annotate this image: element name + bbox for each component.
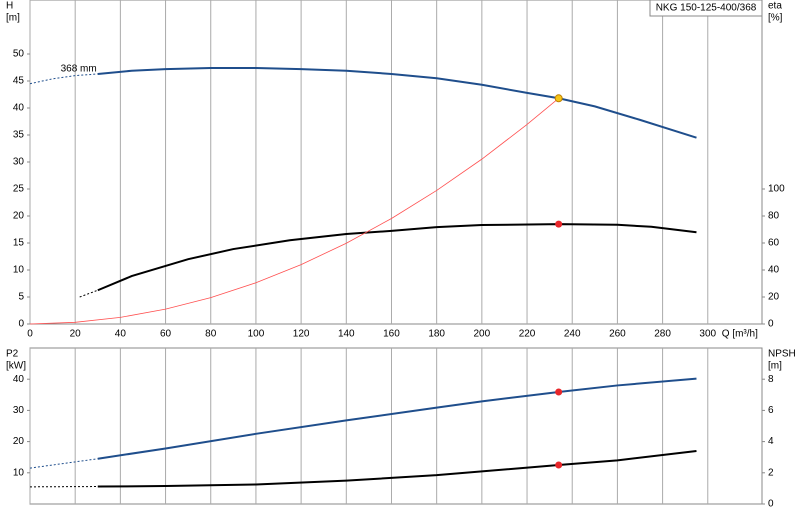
y2-axis-label: eta	[768, 1, 782, 12]
y-tick-label: 30	[13, 405, 25, 416]
x-tick-label: 300	[699, 329, 716, 340]
x-tick-label: 140	[338, 329, 355, 340]
y-tick-label: 25	[13, 184, 25, 195]
y-tick-label: 45	[13, 76, 25, 87]
x-tick-label: 100	[248, 329, 265, 340]
curve-annotation: 368 mm	[61, 63, 97, 74]
y2-tick-label: 20	[768, 292, 780, 303]
y2-tick-label: 40	[768, 265, 780, 276]
x-tick-label: 120	[293, 329, 310, 340]
plot-area	[29, 347, 763, 505]
y2-tick-label: 0	[768, 319, 774, 330]
chart-title: NKG 150-125-400/368	[656, 3, 757, 14]
y-tick-label: 10	[13, 265, 25, 276]
x-tick-label: 40	[115, 329, 127, 340]
curve	[97, 377, 697, 460]
x-tick-label: 80	[205, 329, 217, 340]
curve	[29, 458, 98, 469]
y-tick-label: 15	[13, 238, 25, 249]
y2-axis-label: NPSH	[768, 349, 796, 360]
curve	[97, 449, 697, 488]
curve	[97, 223, 697, 292]
y-axis-label: P2	[6, 349, 19, 360]
operating-point	[555, 461, 563, 469]
y2-tick-label: 80	[768, 211, 780, 222]
y-tick-label: 50	[13, 49, 25, 60]
x-tick-label: 60	[160, 329, 172, 340]
x-tick-label: 240	[564, 329, 581, 340]
y2-axis-unit: [%]	[768, 13, 783, 24]
y2-tick-label: 60	[768, 238, 780, 249]
curve	[29, 97, 559, 325]
x-tick-label: 160	[383, 329, 400, 340]
y-tick-label: 40	[13, 103, 25, 114]
y-tick-label: 20	[13, 436, 25, 447]
x-axis-label: Q [m³/h]	[722, 329, 758, 340]
y2-tick-label: 4	[768, 436, 774, 447]
operating-point	[555, 220, 563, 228]
y-tick-label: 40	[13, 374, 25, 385]
y-axis-unit: [kW]	[6, 361, 26, 372]
y2-tick-label: 8	[768, 374, 774, 385]
y-tick-label: 35	[13, 130, 25, 141]
x-tick-label: 180	[428, 329, 445, 340]
x-tick-label: 260	[609, 329, 626, 340]
x-tick-label: 0	[27, 329, 33, 340]
x-tick-label: 200	[474, 329, 491, 340]
curve	[79, 289, 98, 298]
title-box	[649, 0, 763, 17]
x-tick-label: 20	[70, 329, 82, 340]
y-tick-label: 5	[18, 292, 24, 303]
y-tick-label: 10	[13, 467, 25, 478]
y2-tick-label: 2	[768, 467, 774, 478]
y2-tick-label: 100	[768, 184, 785, 195]
y-tick-label: 0	[18, 319, 24, 330]
plot-area	[29, 0, 763, 325]
x-tick-label: 220	[519, 329, 536, 340]
y-axis-unit: [m]	[6, 13, 20, 24]
y-tick-label: 30	[13, 157, 25, 168]
operating-point	[554, 94, 563, 103]
y2-axis-unit: [m]	[768, 361, 782, 372]
y-tick-label: 20	[13, 211, 25, 222]
y-axis-label: H	[6, 1, 13, 12]
curve	[29, 73, 98, 85]
curve	[97, 67, 697, 139]
y2-tick-label: 0	[768, 499, 774, 510]
y2-tick-label: 6	[768, 405, 774, 416]
x-tick-label: 280	[654, 329, 671, 340]
operating-point	[555, 388, 563, 396]
